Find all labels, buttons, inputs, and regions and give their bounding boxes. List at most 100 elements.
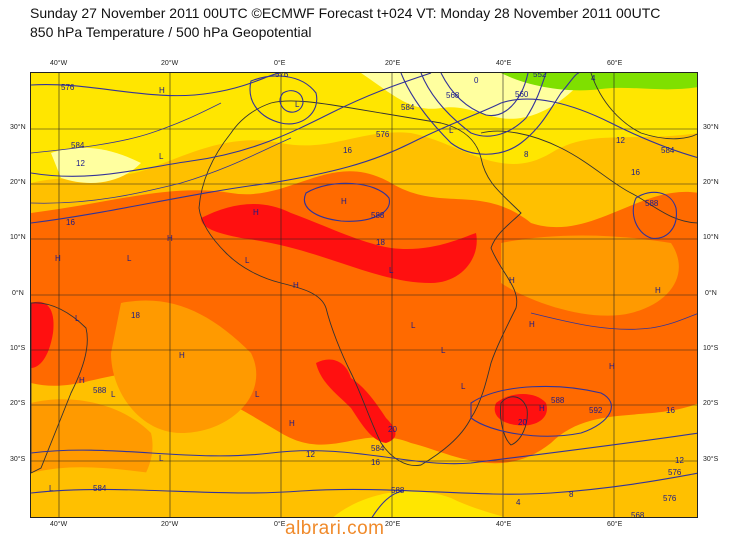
- isotherm-12-north: [31, 102, 222, 154]
- geopotential-label: 576: [376, 130, 390, 139]
- low-marker: L: [75, 314, 80, 323]
- high-marker: H: [529, 320, 535, 329]
- temp-label: 18: [131, 311, 140, 320]
- contour-584-north: [31, 73, 432, 177]
- geopotential-label: 584: [661, 146, 675, 155]
- low-marker: L: [449, 126, 454, 135]
- lon-tick-label-bottom: 40°E: [496, 521, 512, 528]
- high-marker: H: [609, 362, 615, 371]
- temp-label: 20: [388, 425, 397, 434]
- lat-tick-label-left: 30°N: [10, 124, 26, 131]
- contour-cutoff-low-inner: [279, 90, 304, 113]
- geopotential-label: 568: [446, 91, 460, 100]
- heat-core-namibia: [316, 359, 396, 443]
- coastline-africa: [198, 100, 522, 466]
- heat-core-sahel: [201, 203, 477, 283]
- geopotential-label: 588: [93, 386, 107, 395]
- temp-label: 12: [616, 136, 625, 145]
- geopotential-label: 584: [371, 444, 385, 453]
- high-marker: H: [55, 254, 61, 263]
- geopotential-label: 576: [663, 494, 677, 503]
- geopotential-label: 568: [631, 511, 645, 518]
- high-marker: H: [539, 404, 545, 413]
- lat-tick-label-right: 10°S: [703, 345, 719, 352]
- contour-588-madagascar: [470, 385, 612, 437]
- high-marker: H: [159, 86, 165, 95]
- temp-label: 12: [675, 456, 684, 465]
- lon-tick-label-top: 0°E: [274, 60, 286, 67]
- coastlines: [31, 73, 697, 474]
- geopotential-label: 584: [71, 141, 85, 150]
- geopotential-label: 584: [93, 484, 107, 493]
- forecast-title: Sunday 27 November 2011 00UTC ©ECMWF For…: [30, 5, 661, 21]
- temp-label: 16: [371, 458, 380, 467]
- high-marker: H: [293, 281, 299, 290]
- low-marker: L: [411, 321, 416, 330]
- low-marker: L: [159, 152, 164, 161]
- temperature-field-arabian: [501, 235, 679, 316]
- lon-tick-label-top: 20°E: [385, 60, 401, 67]
- geopotential-label: 588: [371, 211, 385, 220]
- geopotential-label: 576: [668, 468, 682, 477]
- temp-label: 16: [631, 168, 640, 177]
- low-marker: L: [127, 254, 132, 263]
- geopotential-label: 588: [551, 396, 565, 405]
- low-marker: L: [461, 382, 466, 391]
- temperature-field-atlantic: [111, 300, 257, 433]
- temp-label: 20: [518, 418, 527, 427]
- contour-584-cape: [371, 490, 404, 517]
- contour-588-arabia-high: [632, 191, 677, 239]
- coastline-arabia: [480, 130, 697, 224]
- contour-labels: 12 16 16 16 18 18 20 20 16 12 4 8 12 8 4…: [61, 73, 684, 518]
- temp-label: 4: [516, 498, 521, 507]
- geopotential-label: 584: [401, 103, 415, 112]
- high-marker: H: [341, 197, 347, 206]
- contour-588-sahara-high: [303, 182, 390, 222]
- lat-tick-label-left: 0°N: [12, 290, 24, 297]
- lon-tick-label-top: 40°E: [496, 60, 512, 67]
- lon-tick-label-bottom: 40°W: [50, 521, 68, 528]
- high-marker: H: [79, 376, 85, 385]
- forecast-map[interactable]: 12 16 16 16 18 18 20 20 16 12 4 8 12 8 4…: [30, 72, 698, 518]
- lat-tick-label-left: 20°N: [10, 179, 26, 186]
- lon-tick-label-bottom: 20°E: [385, 521, 401, 528]
- contour-576-north: [31, 73, 282, 97]
- contour-584-south: [31, 432, 697, 465]
- lat-tick-label-right: 30°S: [703, 456, 719, 463]
- site-watermark: albrari.com: [285, 518, 385, 539]
- low-marker: L: [111, 390, 116, 399]
- temp-label: 0: [474, 76, 479, 85]
- low-marker: L: [295, 100, 300, 109]
- temp-label: 16: [343, 146, 352, 155]
- geopotential-label: 560: [515, 90, 529, 99]
- lon-tick-label-top: 20°W: [161, 60, 179, 67]
- temperature-field-green: [501, 73, 697, 91]
- map-canvas: 12 16 16 16 18 18 20 20 16 12 4 8 12 8 4…: [31, 73, 697, 518]
- geopotential-label: 592: [589, 406, 603, 415]
- lat-tick-label-right: 0°N: [705, 290, 717, 297]
- temp-label: 16: [66, 218, 75, 227]
- low-marker: L: [255, 390, 260, 399]
- low-marker: L: [49, 484, 54, 493]
- lat-tick-label-right: 10°N: [703, 234, 719, 241]
- lon-tick-label-bottom: 20°W: [161, 521, 179, 528]
- coastline-madagascar: [500, 396, 528, 446]
- lat-tick-label-left: 10°N: [10, 234, 26, 241]
- lon-tick-label-bottom: 60°E: [607, 521, 623, 528]
- geopotential-label: 588: [645, 199, 659, 208]
- temp-label: 12: [76, 159, 85, 168]
- temp-label: 8: [524, 150, 529, 159]
- heat-core-madagascar: [494, 394, 547, 426]
- contour-trough-outer: [400, 73, 580, 155]
- coastline-south-america: [31, 302, 88, 474]
- low-marker: L: [441, 346, 446, 355]
- low-marker: L: [245, 256, 250, 265]
- lat-tick-label-right: 20°N: [703, 179, 719, 186]
- temperature-contours: [31, 102, 697, 330]
- high-marker: H: [167, 234, 173, 243]
- contour-576-south: [31, 472, 697, 495]
- chart-title-block: Sunday 27 November 2011 00UTC ©ECMWF For…: [30, 4, 660, 42]
- geopotential-contours: [31, 73, 697, 517]
- geopotential-label: 576: [61, 83, 75, 92]
- lat-tick-label-right: 20°S: [703, 400, 719, 407]
